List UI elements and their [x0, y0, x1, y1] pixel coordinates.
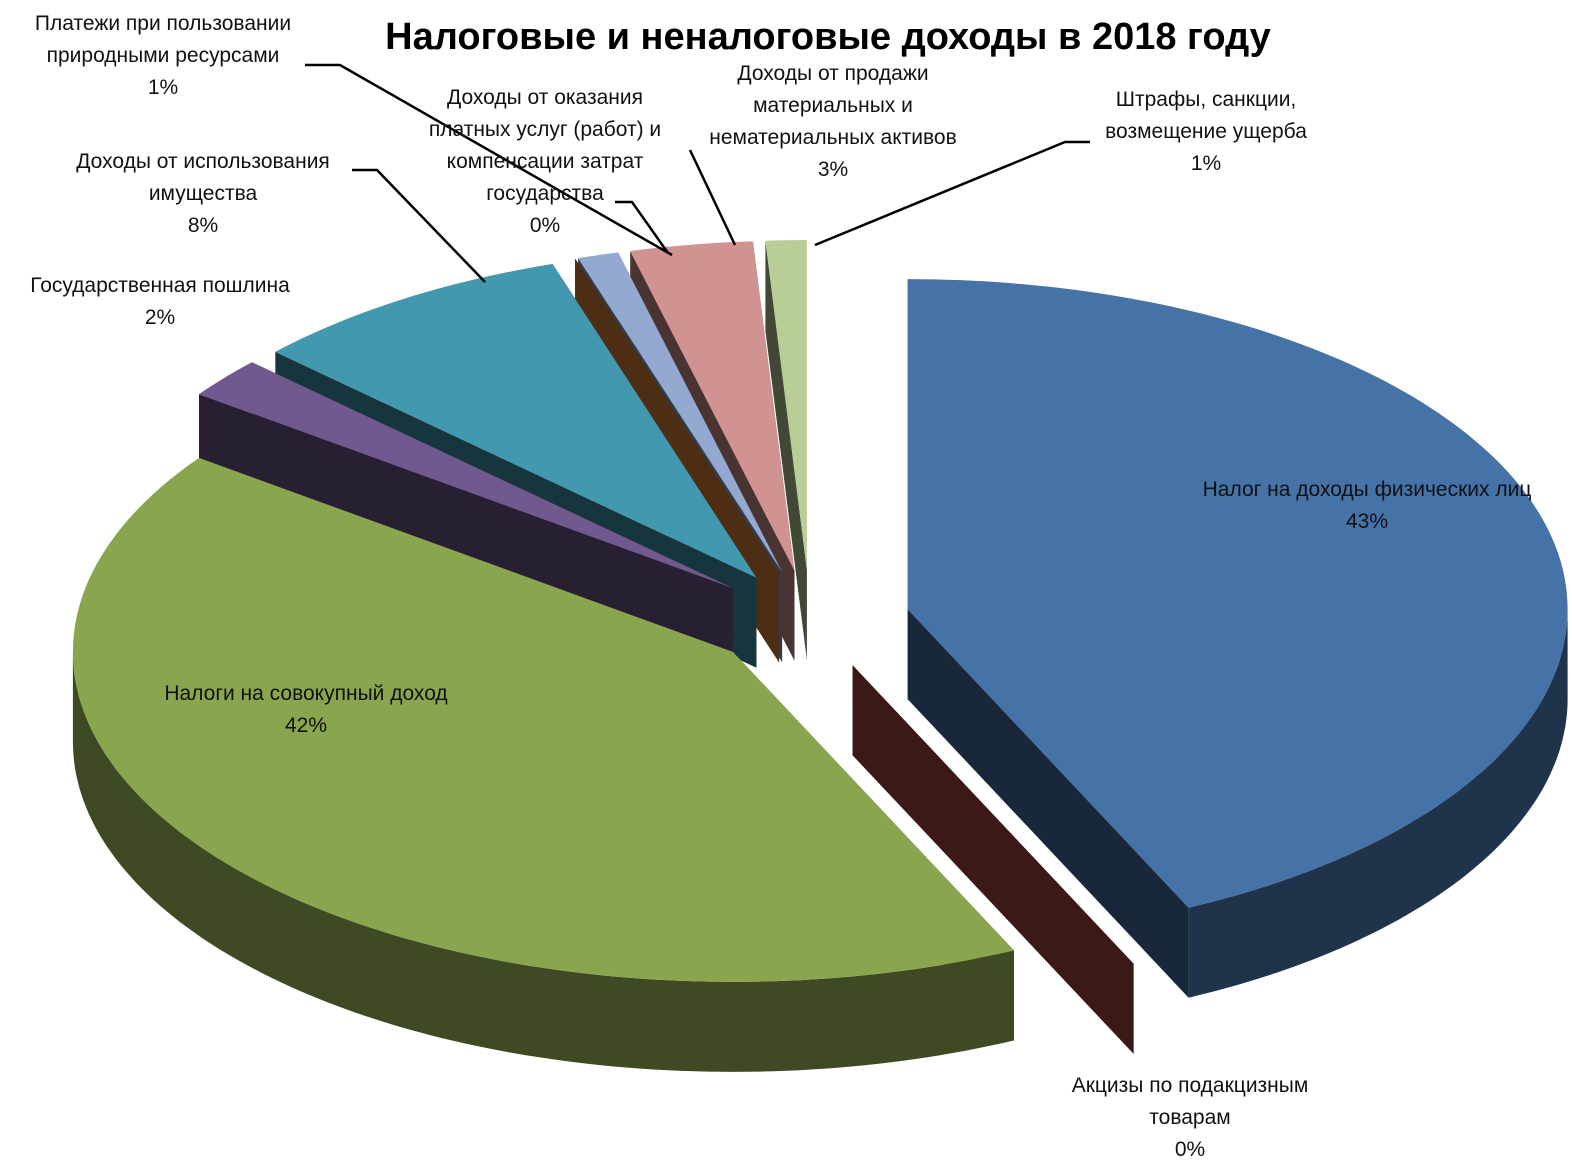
data-label: Доходы от использования имущества 8%	[38, 146, 368, 242]
value-label: 43%	[1345, 510, 1389, 533]
slice	[575, 258, 780, 573]
slice	[275, 263, 757, 578]
data-label: Акцизы по подакцизным товарам 0%	[1030, 1070, 1350, 1165]
category-label: Акцизы по подакцизным товарам	[1071, 1074, 1309, 1129]
leader-line	[305, 63, 673, 257]
category-label: Доходы от продажи материальных и нематер…	[709, 62, 957, 149]
leader-line	[615, 200, 670, 254]
category-label: Государственная пошлина	[30, 274, 290, 297]
category-label: Налоги на совокупный доход	[164, 682, 448, 705]
slice	[578, 252, 783, 572]
chart-title: Налоговые и неналоговые доходы в 2018 го…	[385, 16, 1271, 58]
data-label: Доходы от продажи материальных и нематер…	[683, 58, 983, 186]
slice-wall	[907, 609, 1189, 998]
slice-wall	[852, 665, 1134, 1054]
slice-side	[1188, 609, 1568, 998]
slice	[630, 241, 795, 571]
slice	[907, 279, 1568, 908]
slice-wall	[765, 240, 807, 660]
data-label: Налоги на совокупный доход 42%	[106, 678, 506, 742]
value-label: 3%	[817, 158, 849, 181]
category-label: Платежи при пользовании природными ресур…	[34, 12, 292, 67]
data-label: Платежи при пользовании природными ресур…	[3, 8, 323, 104]
value-label: 0%	[529, 214, 561, 237]
slice	[765, 240, 807, 570]
value-label: 8%	[187, 214, 219, 237]
data-label: Государственная пошлина 2%	[0, 270, 325, 334]
slice	[73, 457, 1014, 982]
slice	[852, 665, 1134, 964]
category-label: Налог на доходы физических лиц	[1202, 478, 1532, 501]
slice	[199, 362, 733, 589]
value-label: 2%	[144, 306, 176, 329]
leader-line	[688, 149, 737, 246]
leader-line	[814, 140, 1090, 247]
value-label: 1%	[1190, 152, 1222, 175]
data-label: Штрафы, санкции, возмещение ущерба 1%	[1076, 84, 1336, 180]
value-label: 0%	[1174, 1138, 1206, 1161]
data-label: Доходы от оказания платных услуг (работ)…	[410, 82, 680, 242]
value-label: 42%	[284, 714, 328, 737]
value-label: 1%	[147, 76, 179, 99]
slice-tops	[73, 240, 1568, 982]
category-label: Доходы от использования имущества	[76, 150, 330, 205]
data-label: Налог на доходы физических лиц 43%	[1187, 474, 1547, 538]
category-label: Доходы от оказания платных услуг (работ)…	[428, 86, 662, 205]
leader-line	[352, 168, 486, 283]
category-label: Штрафы, санкции, возмещение ущерба	[1105, 88, 1307, 143]
slice-side	[72, 651, 1014, 1072]
